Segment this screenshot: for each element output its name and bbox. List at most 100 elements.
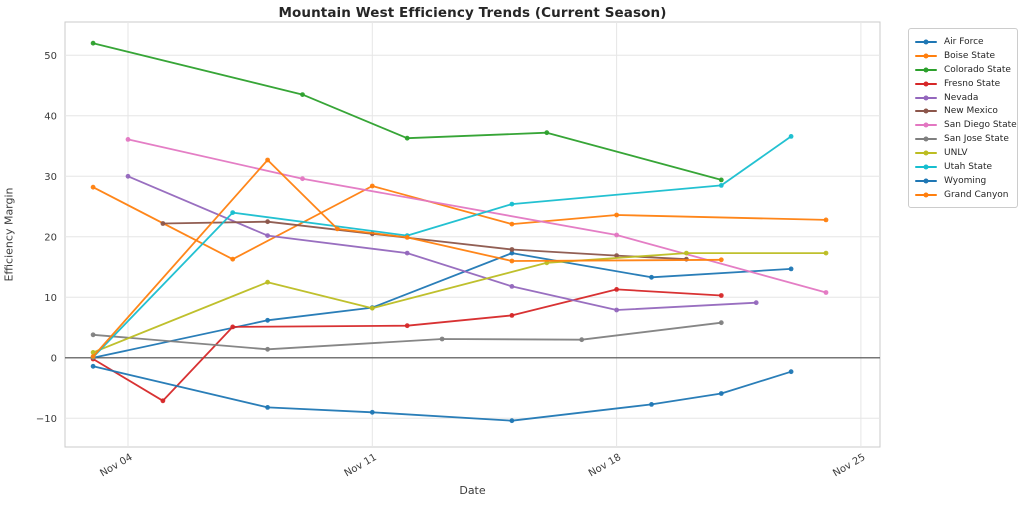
legend-marker-dot <box>923 178 929 184</box>
legend-label: Utah State <box>944 161 993 172</box>
data-point-unlv <box>823 250 829 256</box>
data-point-nevada <box>404 250 410 256</box>
x-axis-label: Date <box>459 484 486 497</box>
series-boise-state <box>90 183 829 262</box>
data-point-nevada <box>125 173 131 179</box>
series-colorado-state <box>90 40 724 183</box>
legend-label: San Jose State <box>944 134 1009 145</box>
y-tick-label: 40 <box>44 111 57 122</box>
data-point-boise-state <box>230 256 236 262</box>
x-tick-label: Nov 11 <box>343 452 379 479</box>
legend-label: Nevada <box>944 92 979 103</box>
data-point-colorado-state <box>404 135 410 141</box>
legend-marker-dot <box>923 150 929 156</box>
data-point-grand-canyon <box>509 258 515 264</box>
legend-label: Boise State <box>944 50 996 61</box>
legend-marker-dot <box>923 122 929 128</box>
data-point-air-force <box>265 317 270 323</box>
data-point-fresno-state <box>160 398 166 404</box>
series-san-jose-state <box>90 320 724 352</box>
plot-area <box>64 21 881 448</box>
data-point-grand-canyon <box>404 235 410 240</box>
data-point-fresno-state <box>230 324 236 330</box>
data-point-colorado-state <box>718 177 724 183</box>
series-wyoming <box>90 363 794 424</box>
series-line-grand-canyon <box>92 159 722 358</box>
chart-title: Mountain West Efficiency Trends (Current… <box>278 5 667 21</box>
series-nevada <box>125 173 759 313</box>
legend-item-unlv: UNLV <box>915 146 1011 160</box>
data-point-san-diego-state <box>300 176 305 182</box>
x-tick-label: Nov 25 <box>831 452 867 479</box>
y-tick-label: −10 <box>36 414 57 425</box>
legend-item-grand-canyon: Grand Canyon <box>915 188 1011 202</box>
data-point-boise-state <box>823 217 829 223</box>
legend-marker-dot <box>923 136 929 142</box>
data-point-air-force <box>788 266 794 272</box>
y-tick-label: 20 <box>44 232 57 243</box>
data-point-colorado-state <box>544 130 550 136</box>
series-unlv <box>90 250 829 355</box>
data-point-colorado-state <box>300 92 305 97</box>
data-point-unlv <box>265 279 270 285</box>
legend-label: Air Force <box>944 36 984 47</box>
legend-line-swatch <box>915 192 937 198</box>
data-point-grand-canyon <box>335 226 340 232</box>
legend-item-new-mexico: New Mexico <box>915 104 1011 118</box>
legend-item-colorado-state: Colorado State <box>915 63 1011 77</box>
legend-line-swatch <box>915 178 937 184</box>
legend-marker-dot <box>923 39 929 45</box>
legend-marker-dot <box>923 192 929 198</box>
data-point-unlv <box>90 350 96 355</box>
legend-item-san-jose-state: San Jose State <box>915 132 1011 146</box>
legend-marker-dot <box>923 164 929 170</box>
data-point-nevada <box>265 233 270 239</box>
legend-line-swatch <box>915 67 937 73</box>
series-line-unlv <box>92 252 826 354</box>
data-point-fresno-state <box>614 287 619 292</box>
data-point-fresno-state <box>509 313 515 318</box>
data-point-new-mexico <box>509 247 515 252</box>
y-axis-label: Efficiency Margin <box>2 187 16 282</box>
data-point-wyoming <box>369 409 375 415</box>
x-tick-label: Nov 04 <box>98 452 134 479</box>
data-point-san-diego-state <box>125 137 131 142</box>
legend-label: Colorado State <box>944 64 1011 75</box>
legend-line-swatch <box>915 164 937 170</box>
series-san-diego-state <box>125 137 829 295</box>
data-point-san-diego-state <box>823 290 829 295</box>
y-tick-label: 50 <box>44 51 57 62</box>
data-point-grand-canyon <box>718 257 724 263</box>
legend: Air Force Boise State Colorado State Fresno… <box>908 28 1018 208</box>
series-line-san-diego-state <box>127 138 827 294</box>
series-new-mexico <box>160 219 689 262</box>
data-point-new-mexico <box>160 221 166 226</box>
legend-item-wyoming: Wyoming <box>915 174 1011 188</box>
data-point-fresno-state <box>718 293 724 298</box>
legend-item-fresno-state: Fresno State <box>915 77 1011 91</box>
data-point-san-jose-state <box>579 337 585 343</box>
data-point-unlv <box>684 250 689 256</box>
legend-line-swatch <box>915 150 937 156</box>
data-point-san-jose-state <box>439 336 445 342</box>
data-point-boise-state <box>614 212 619 218</box>
legend-label: New Mexico <box>944 106 998 117</box>
legend-line-swatch <box>915 39 937 45</box>
data-point-utah-state <box>788 134 794 139</box>
data-point-utah-state <box>230 210 236 216</box>
legend-line-swatch <box>915 81 937 87</box>
legend-marker-dot <box>923 95 929 100</box>
data-point-air-force <box>649 274 654 280</box>
data-point-unlv <box>369 305 375 311</box>
series-line-new-mexico <box>162 220 687 261</box>
data-point-nevada <box>753 300 759 306</box>
data-point-wyoming <box>509 418 515 424</box>
data-point-san-jose-state <box>265 346 270 352</box>
legend-label: Wyoming <box>944 175 987 186</box>
legend-item-boise-state: Boise State <box>915 49 1011 63</box>
data-point-wyoming <box>788 369 794 375</box>
series-line-utah-state <box>92 135 792 358</box>
data-point-boise-state <box>369 183 375 189</box>
series-line-boise-state <box>92 185 827 261</box>
data-point-utah-state <box>509 201 515 207</box>
